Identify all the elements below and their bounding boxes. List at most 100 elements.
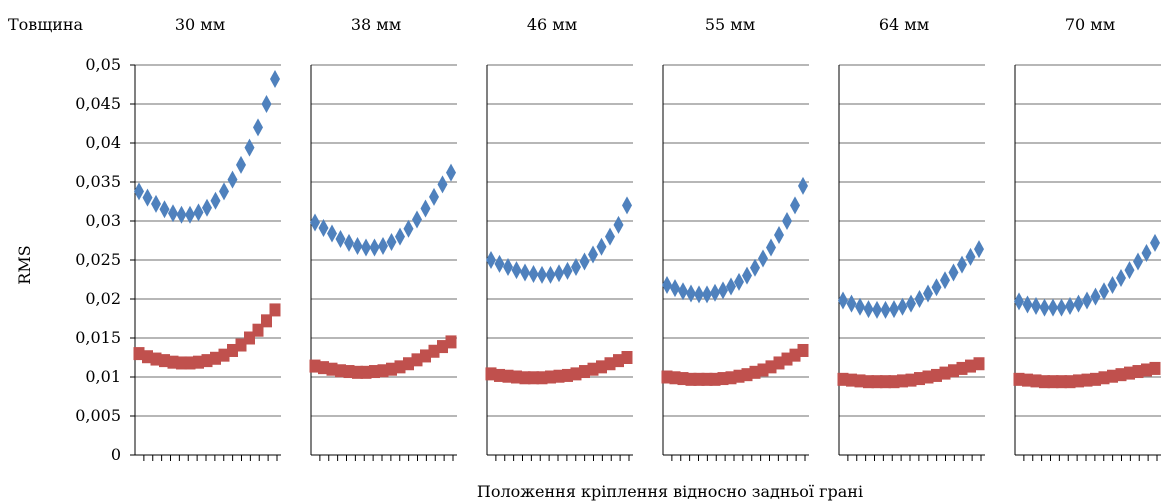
upper-series-point xyxy=(386,233,397,252)
lower-series-point xyxy=(863,375,874,389)
lower-series-point xyxy=(613,354,624,368)
lower-series-point xyxy=(261,314,272,328)
upper-series-point xyxy=(310,213,320,232)
upper-series-point xyxy=(863,300,874,319)
upper-series-point xyxy=(897,297,908,316)
upper-series-point xyxy=(702,285,712,304)
upper-series-point xyxy=(554,264,564,283)
upper-series-point xyxy=(846,294,857,313)
lower-series-point xyxy=(604,357,616,371)
lower-series-point xyxy=(871,375,883,389)
lower-series-point xyxy=(545,370,556,384)
upper-series-point xyxy=(261,95,272,113)
upper-series-point xyxy=(545,265,556,284)
upper-series-point xyxy=(528,265,539,284)
lower-series-point xyxy=(1073,374,1084,388)
y-tick-label: 0,02 xyxy=(85,289,121,308)
upper-series-point xyxy=(734,272,744,291)
lower-series-point xyxy=(244,331,255,345)
marks-layer xyxy=(133,70,1161,389)
lower-series-point xyxy=(318,361,329,375)
upper-series-point xyxy=(1107,275,1118,294)
upper-series-point xyxy=(1150,233,1160,252)
upper-series-point xyxy=(940,271,950,290)
upper-series-point xyxy=(662,275,672,294)
y-tick-label: 0,05 xyxy=(85,55,121,74)
upper-series-point xyxy=(855,297,865,316)
upper-series-point xyxy=(750,258,760,277)
upper-series-point xyxy=(758,249,768,268)
axes-layer xyxy=(130,64,1161,461)
lower-series-point xyxy=(335,364,346,378)
upper-series-point xyxy=(1124,261,1135,280)
upper-series-point xyxy=(613,215,624,234)
upper-series-point xyxy=(965,247,976,266)
upper-series-point xyxy=(151,194,161,213)
upper-series-point xyxy=(889,300,899,319)
lower-series-point xyxy=(528,371,539,385)
lower-series-point xyxy=(922,370,934,384)
lower-series-point xyxy=(677,372,689,386)
panel-title: 46 мм xyxy=(527,15,577,34)
upper-series-point xyxy=(369,238,380,257)
upper-series-point xyxy=(1022,295,1033,314)
upper-series-point xyxy=(176,205,187,224)
panel-title: 55 мм xyxy=(705,15,755,34)
lower-series-point xyxy=(888,375,900,389)
upper-series-point xyxy=(437,175,448,194)
lower-series-point xyxy=(733,369,745,383)
upper-series-point xyxy=(1133,252,1143,271)
lower-series-point xyxy=(773,356,785,370)
upper-series-point xyxy=(236,155,246,174)
lower-series-point xyxy=(669,371,681,385)
upper-series-point xyxy=(686,284,696,303)
upper-series-point xyxy=(185,205,195,224)
panel-title: 64 мм xyxy=(879,15,929,34)
text-layer: Товщина RMS Положення кріплення відносно… xyxy=(8,15,1115,501)
upper-series-point xyxy=(906,294,916,313)
upper-series-point xyxy=(588,245,598,264)
lower-series-point xyxy=(749,365,761,379)
panel-title: 30 мм xyxy=(175,15,225,34)
upper-series-point xyxy=(782,212,792,230)
lower-series-point xyxy=(159,354,170,368)
upper-series-point xyxy=(605,227,615,246)
lower-series-point xyxy=(965,359,976,373)
lower-series-point xyxy=(905,373,917,387)
upper-series-point xyxy=(1014,292,1024,311)
lower-series-point xyxy=(948,364,959,378)
upper-series-point xyxy=(1048,298,1058,317)
upper-series-point xyxy=(923,284,933,303)
upper-series-point xyxy=(726,277,736,296)
upper-series-point xyxy=(503,258,513,277)
lower-series-point xyxy=(201,354,213,368)
lower-series-point xyxy=(1064,375,1076,389)
lower-series-point xyxy=(150,352,162,366)
lower-series-point xyxy=(184,356,196,370)
lower-series-point xyxy=(437,340,448,354)
upper-series-point xyxy=(974,240,984,259)
upper-series-point xyxy=(335,229,346,248)
upper-series-point xyxy=(429,187,439,206)
lower-series-point xyxy=(1115,368,1127,382)
upper-series-point xyxy=(931,278,942,297)
lower-series-point xyxy=(914,372,925,386)
upper-series-point xyxy=(622,196,632,215)
lower-series-point xyxy=(973,357,985,371)
lower-series-point xyxy=(519,371,531,385)
upper-series-point xyxy=(670,279,680,298)
lower-series-point xyxy=(717,372,729,386)
lower-series-point xyxy=(445,335,457,349)
lower-series-point xyxy=(837,372,849,386)
lower-series-point xyxy=(939,366,951,380)
upper-series-point xyxy=(1082,291,1092,310)
lower-series-point xyxy=(880,375,891,389)
lower-series-point xyxy=(377,364,389,378)
upper-series-point xyxy=(957,255,967,274)
lower-series-point xyxy=(587,362,599,376)
upper-series-point xyxy=(318,219,329,238)
lower-series-point xyxy=(193,355,204,369)
upper-series-point xyxy=(880,300,891,319)
lower-series-point xyxy=(797,343,809,357)
y-tick-label: 0,01 xyxy=(85,367,121,386)
